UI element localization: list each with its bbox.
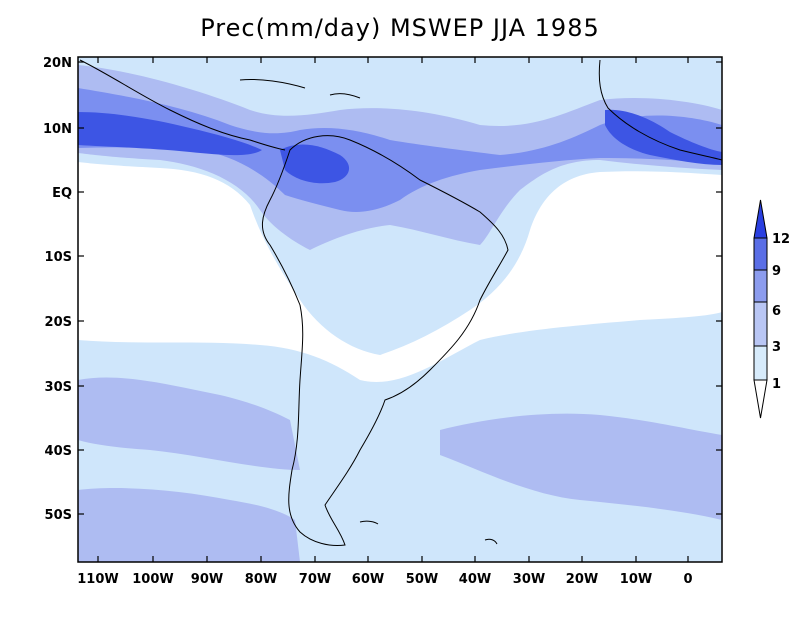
lon-tick-label: 0 (683, 572, 692, 587)
colorbar-label: 1 (772, 377, 781, 392)
lon-tick-label: 40W (459, 572, 491, 587)
colorbar-bottom-arrow (753, 379, 768, 419)
precip-heavy-colombia (280, 144, 350, 184)
precip-field (78, 57, 722, 562)
colorbar-label: 6 (772, 304, 781, 319)
lon-tick-label: 90W (191, 572, 223, 587)
colorbar-top-arrow (753, 199, 768, 239)
colorbar-segment (753, 237, 768, 271)
lat-tick-label: 10N (43, 122, 72, 137)
map-title: Prec(mm/day) MSWEP JJA 1985 (200, 14, 600, 42)
colorbar-label: 3 (772, 340, 781, 355)
lon-tick-label: 10W (620, 572, 652, 587)
colorbar-segment (753, 269, 768, 303)
lon-tick-label: 110W (77, 572, 118, 587)
colorbar-label: 12 (772, 232, 790, 247)
longitude-axis: 110W 100W 90W 80W 70W 60W 50W 40W 30W 20W 10W 0 (77, 57, 693, 587)
lon-tick-label: 80W (245, 572, 277, 587)
caribbean-islands (239, 79, 361, 99)
lat-tick-label: 20N (43, 56, 72, 71)
lon-tick-label: 70W (299, 572, 331, 587)
precip-heavy-africa (605, 109, 722, 165)
patagonia-islands (359, 520, 498, 545)
colorbar: 12 9 6 3 1 (753, 199, 790, 419)
precip-mid-south (78, 377, 300, 470)
plot-frame (77, 56, 723, 563)
lon-tick-label: 30W (513, 572, 545, 587)
lon-tick-label: 50W (406, 572, 438, 587)
lon-tick-label: 20W (566, 572, 598, 587)
lon-tick-label: 60W (352, 572, 384, 587)
lon-tick-label: 100W (132, 572, 173, 587)
coastlines (79, 59, 722, 546)
colorbar-segment (753, 301, 768, 347)
colorbar-segment (753, 345, 768, 381)
precip-heavy-pacific (78, 112, 262, 156)
south-america-coast (262, 135, 509, 546)
lat-tick-label: EQ (52, 186, 72, 201)
lat-tick-label: 20S (45, 315, 72, 330)
precip-light-south (78, 312, 722, 562)
latitude-axis: 20N 10N EQ 10S 20S 30S 40S 50S (43, 56, 722, 523)
precip-strong-itcz (78, 88, 722, 212)
precip-mid-south-pacific (78, 488, 300, 562)
africa-coast (598, 59, 722, 161)
lat-tick-label: 30S (45, 380, 72, 395)
lat-tick-label: 50S (45, 508, 72, 523)
colorbar-label: 9 (772, 264, 781, 279)
precip-mid-south-atlantic (440, 413, 722, 520)
lat-tick-label: 40S (45, 444, 72, 459)
lat-tick-label: 10S (45, 250, 72, 265)
central-america-coast (79, 59, 286, 151)
